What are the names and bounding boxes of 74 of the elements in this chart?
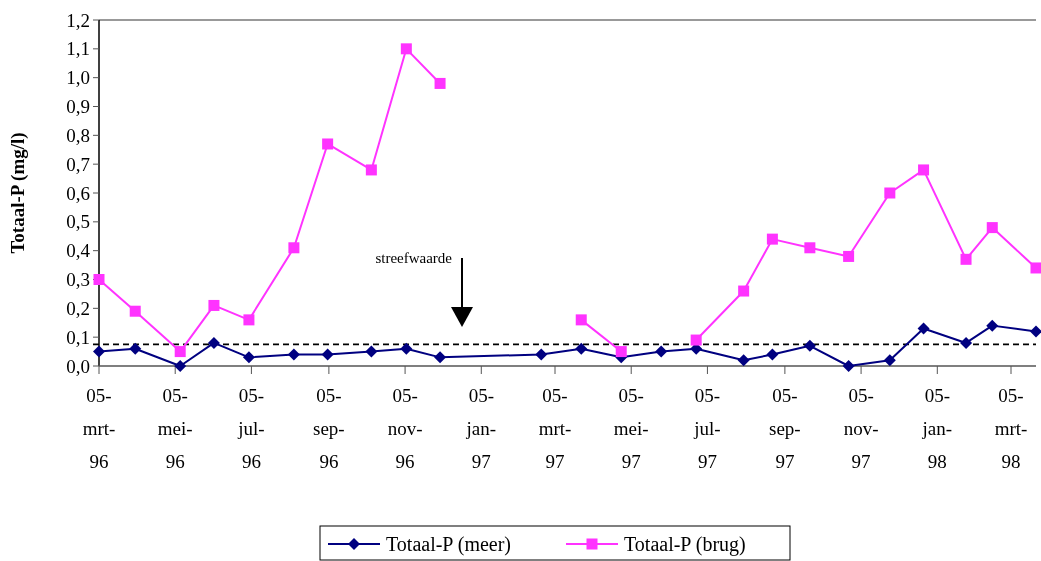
point [803, 339, 816, 352]
point [960, 253, 972, 265]
x-tick-label: 05-jul-97 [693, 385, 721, 472]
point [884, 187, 896, 199]
x-tick-label: 05-jan-98 [921, 385, 953, 472]
point [174, 346, 186, 358]
x-tick-label: 05-mei-96 [157, 385, 193, 472]
x-tick-label: 05-sep-96 [313, 385, 345, 472]
point [93, 274, 105, 285]
y-tick-label: 1,1 [66, 38, 90, 60]
point [690, 334, 702, 346]
x-tick-label: 05-mrt-98 [994, 385, 1028, 472]
point [766, 348, 779, 361]
y-tick-label: 0,3 [66, 269, 90, 291]
point [804, 242, 816, 254]
annotation: streefwaarde [375, 250, 453, 266]
x-tick-label: 05-mei-97 [613, 385, 649, 472]
y-tick-label: 0,8 [66, 124, 90, 146]
point [737, 354, 750, 367]
y-tick-label: 0,4 [66, 240, 91, 262]
point [434, 351, 447, 364]
point [917, 322, 930, 335]
x-tick-label: 05-nov-96 [387, 385, 423, 472]
point [321, 348, 334, 361]
point [1030, 325, 1041, 338]
point [208, 299, 220, 311]
y-tick-label: 0,0 [66, 355, 90, 377]
y-tick-label: 0,5 [66, 211, 90, 233]
point [400, 342, 413, 355]
x-tick-label: 05-jul-96 [237, 385, 265, 472]
point [365, 164, 377, 176]
point [242, 351, 255, 364]
point [400, 43, 412, 55]
y-axis-title: Totaal-P (mg/l) [7, 132, 29, 254]
point [174, 360, 187, 372]
y-tick-label: 1,2 [66, 9, 90, 31]
point [129, 342, 142, 355]
point [243, 314, 255, 326]
point [322, 138, 334, 150]
point [655, 345, 668, 358]
point [575, 314, 587, 326]
point [986, 222, 998, 234]
y-tick-label: 0,7 [66, 153, 90, 175]
y-tick-label: 0,1 [66, 326, 90, 348]
point [288, 242, 300, 254]
point [918, 164, 930, 176]
point [287, 348, 300, 361]
x-tick-label: 05-jan-97 [465, 385, 497, 472]
y-tick-label: 0,2 [66, 297, 90, 319]
point [535, 348, 548, 361]
y-tick-label: 0,9 [66, 96, 90, 118]
point [129, 305, 141, 317]
point [365, 345, 378, 358]
x-tick-label: 05-sep-97 [769, 385, 801, 472]
point [986, 319, 999, 332]
x-tick-label: 05-mrt-97 [538, 385, 572, 472]
legend-label: Totaal-P (brug) [624, 533, 746, 556]
point [1030, 262, 1041, 274]
point [960, 336, 973, 349]
legend-label: Totaal-P (meer) [386, 533, 512, 556]
y-tick-label: 0,6 [66, 182, 90, 204]
point [434, 77, 446, 89]
point [843, 250, 855, 262]
point [766, 233, 778, 245]
x-tick-label: 05-nov-97 [843, 385, 879, 472]
point [842, 360, 855, 372]
point [93, 345, 105, 358]
y-tick-label: 1,0 [66, 67, 90, 89]
point [615, 346, 627, 358]
x-tick-label: 05-mrt-96 [82, 385, 116, 472]
point [207, 336, 220, 349]
point [883, 354, 896, 367]
point [738, 285, 750, 297]
point [575, 342, 588, 355]
